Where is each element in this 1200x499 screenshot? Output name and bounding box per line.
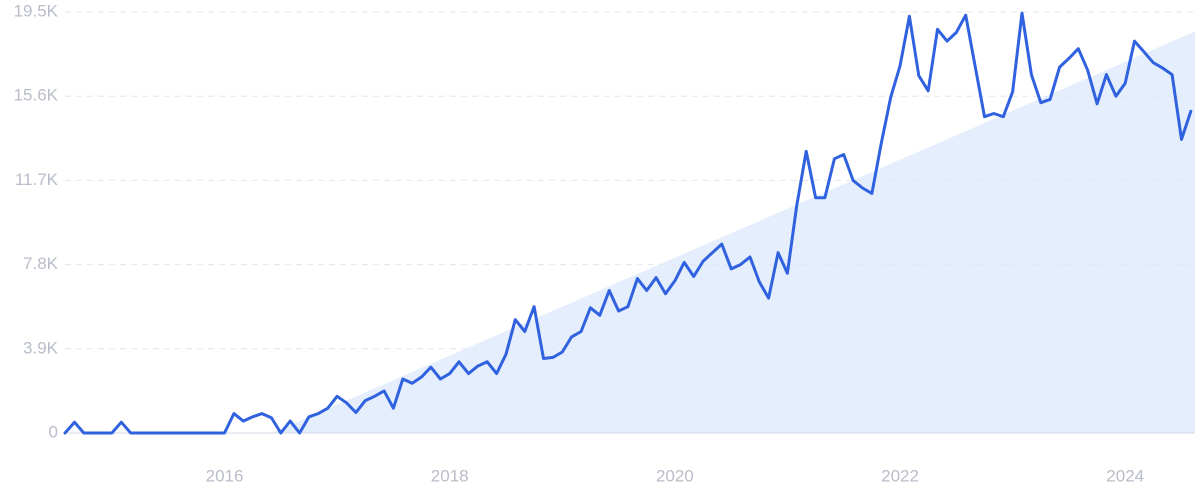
y-tick-label: 3.9K xyxy=(23,338,59,357)
y-tick-label: 15.6K xyxy=(14,86,59,105)
trend-area xyxy=(271,31,1195,434)
y-tick-label: 11.7K xyxy=(15,170,59,189)
line xyxy=(63,11,1193,435)
y-tick-label: 0 xyxy=(49,422,58,441)
x-tick-label: 2018 xyxy=(431,466,469,485)
x-tick-label: 2020 xyxy=(656,466,694,485)
x-tick-label: 2016 xyxy=(206,466,244,485)
x-tick-label: 2024 xyxy=(1106,466,1144,485)
y-tick-label: 7.8K xyxy=(23,254,59,273)
x-tick-label: 2022 xyxy=(881,466,919,485)
y-tick-label: 19.5K xyxy=(14,1,59,20)
